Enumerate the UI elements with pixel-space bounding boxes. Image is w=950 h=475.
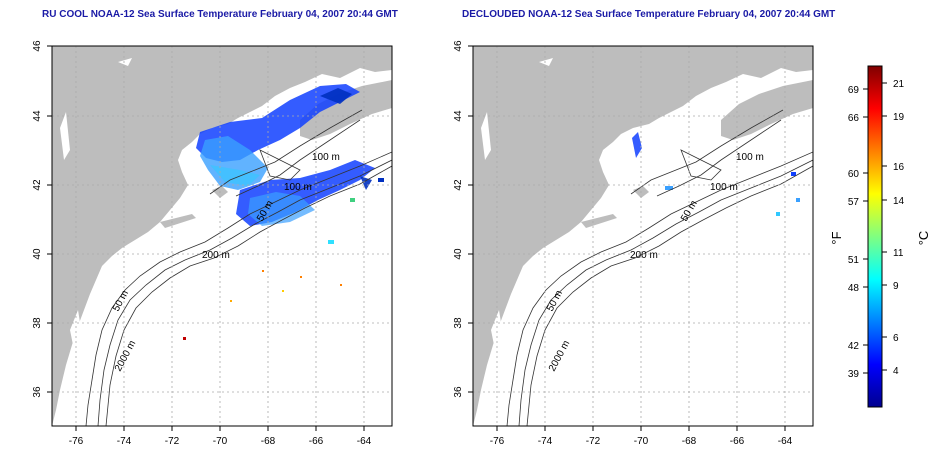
lon-tick: -74 (117, 436, 132, 447)
fahrenheit-tick: 48 (848, 283, 860, 294)
lat-tick: 44 (453, 110, 464, 122)
fahrenheit-tick: 42 (848, 341, 860, 352)
lake (118, 58, 132, 66)
celsius-tick: 6 (893, 333, 899, 344)
lat-tick: 40 (32, 248, 43, 260)
celsius-tick: 19 (893, 112, 905, 123)
lat-tick: 44 (32, 110, 43, 122)
lake (60, 112, 70, 160)
fahrenheit-axis-label: °F (829, 231, 844, 244)
fahrenheit-tick: 39 (848, 369, 860, 380)
lake (481, 112, 491, 160)
long-island (581, 214, 617, 228)
celsius-tick: 14 (893, 196, 905, 207)
temperature-colorbar: 69 66 60 57 51 48 42 39 21 19 16 14 11 9… (829, 65, 931, 408)
bathymetry-contours (506, 109, 813, 426)
lon-tick: -74 (538, 436, 553, 447)
right-sst-map: 100 m 100 m 50 m 200 m 50 m 2000 m -76 -… (453, 40, 814, 447)
lon-tick: -76 (490, 436, 505, 447)
contour-label: 200 m (202, 250, 230, 261)
nova-scotia (300, 80, 392, 140)
right-map-title: DECLOUDED NOAA-12 Sea Surface Temperatur… (462, 9, 836, 20)
lake (539, 58, 553, 66)
left-sst-map: 100 m 100 m 50 m 200 m 50 m 2000 m -76 -… (32, 40, 393, 447)
celsius-tick: 4 (893, 366, 899, 377)
celsius-tick: 16 (893, 162, 905, 173)
lon-tick: -64 (778, 436, 793, 447)
celsius-tick: 21 (893, 79, 905, 90)
map-grid (52, 46, 392, 426)
lon-tick: -76 (69, 436, 84, 447)
fahrenheit-tick: 66 (848, 113, 860, 124)
lat-tick: 36 (453, 386, 464, 398)
fahrenheit-tick: 69 (848, 85, 860, 96)
contour-label: 100 m (736, 152, 764, 163)
long-island (160, 214, 196, 228)
lon-tick: -68 (682, 436, 697, 447)
celsius-tick: 9 (893, 281, 899, 292)
land-mass (473, 46, 813, 426)
land-mass (52, 46, 392, 426)
contour-label: 100 m (312, 152, 340, 163)
lon-tick: -70 (213, 436, 228, 447)
lon-tick: -66 (309, 436, 324, 447)
lat-tick: 36 (32, 386, 43, 398)
contour-label: 100 m (284, 182, 312, 193)
lat-tick: 42 (32, 179, 43, 191)
lon-tick: -68 (261, 436, 276, 447)
sst-pixels (632, 132, 800, 216)
nova-scotia (721, 80, 813, 140)
left-map-title: RU COOL NOAA-12 Sea Surface Temperature … (42, 9, 398, 20)
lon-tick: -64 (357, 436, 372, 447)
fahrenheit-tick: 51 (848, 255, 860, 266)
fahrenheit-tick: 60 (848, 169, 860, 180)
map-grid (473, 46, 813, 426)
celsius-axis-label: °C (916, 231, 931, 246)
lat-tick: 46 (453, 40, 464, 52)
celsius-tick: 11 (893, 248, 904, 259)
contour-label: 200 m (630, 250, 658, 261)
lon-tick: -72 (165, 436, 180, 447)
fahrenheit-tick: 57 (848, 197, 860, 208)
bay (513, 280, 525, 330)
lat-tick: 38 (32, 317, 43, 329)
bay (92, 280, 104, 330)
map-frame (51, 45, 393, 427)
lon-tick: -70 (634, 436, 649, 447)
lon-tick: -72 (586, 436, 601, 447)
colorbar-gradient (867, 65, 883, 408)
contour-label: 100 m (710, 182, 738, 193)
sst-pixels (183, 84, 384, 340)
bay (70, 310, 82, 360)
lat-tick: 42 (453, 179, 464, 191)
lat-tick: 40 (453, 248, 464, 260)
bay (491, 310, 503, 360)
lat-tick: 46 (32, 40, 43, 52)
lon-tick: -66 (730, 436, 745, 447)
map-frame (472, 45, 814, 427)
lat-tick: 38 (453, 317, 464, 329)
